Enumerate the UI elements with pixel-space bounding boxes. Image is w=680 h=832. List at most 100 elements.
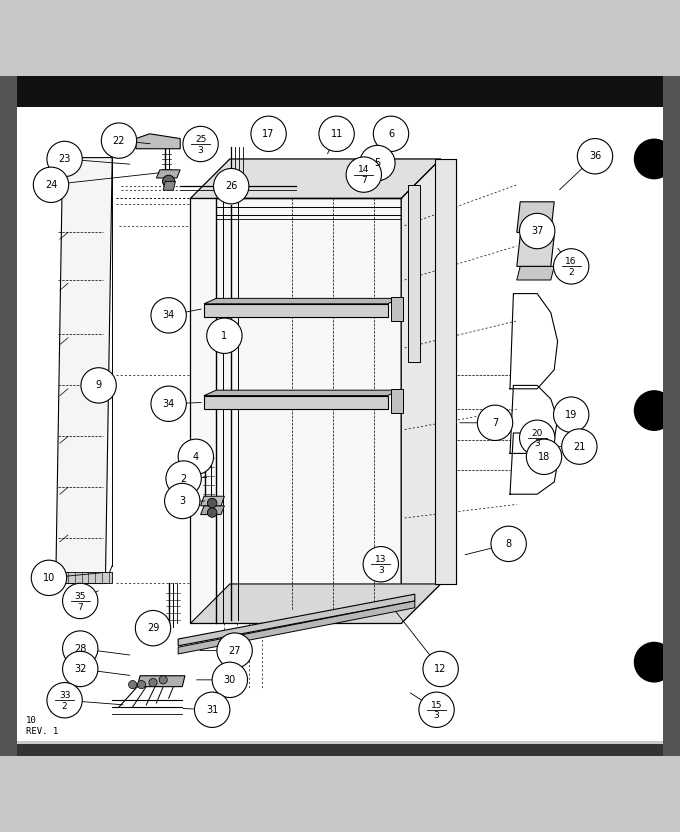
Text: 12: 12	[435, 664, 447, 674]
Polygon shape	[517, 235, 554, 266]
Circle shape	[183, 126, 218, 161]
Circle shape	[47, 682, 82, 718]
Text: 6: 6	[388, 129, 394, 139]
Text: 4: 4	[192, 452, 199, 462]
Text: 7: 7	[78, 602, 83, 612]
Text: 26: 26	[225, 181, 237, 191]
Circle shape	[214, 168, 249, 204]
Polygon shape	[190, 198, 401, 623]
Text: 17: 17	[262, 129, 275, 139]
Circle shape	[634, 641, 675, 682]
Polygon shape	[201, 496, 224, 506]
Polygon shape	[137, 676, 185, 686]
Text: 33: 33	[59, 691, 70, 700]
Circle shape	[151, 386, 186, 422]
Circle shape	[346, 157, 381, 192]
Circle shape	[251, 116, 286, 151]
Text: 3: 3	[198, 146, 203, 155]
Text: 14: 14	[358, 166, 369, 175]
Text: 23: 23	[58, 154, 71, 164]
Circle shape	[81, 368, 116, 403]
Circle shape	[423, 651, 458, 686]
Polygon shape	[163, 181, 175, 191]
Text: 15: 15	[431, 701, 442, 710]
Polygon shape	[517, 266, 554, 280]
Text: 21: 21	[573, 442, 585, 452]
Circle shape	[577, 139, 613, 174]
Circle shape	[149, 678, 157, 686]
Text: 22: 22	[113, 136, 125, 146]
Polygon shape	[204, 390, 400, 395]
Circle shape	[166, 461, 201, 496]
Text: 1: 1	[221, 331, 228, 341]
Circle shape	[520, 420, 555, 455]
Polygon shape	[391, 389, 403, 413]
Circle shape	[554, 397, 589, 433]
Text: 3: 3	[534, 439, 540, 448]
Polygon shape	[401, 159, 441, 623]
Text: 35: 35	[75, 592, 86, 601]
Circle shape	[319, 116, 354, 151]
Circle shape	[207, 318, 242, 354]
Circle shape	[63, 583, 98, 619]
Text: 34: 34	[163, 399, 175, 409]
FancyBboxPatch shape	[663, 76, 680, 756]
Text: 8: 8	[505, 539, 512, 549]
Text: 20: 20	[532, 428, 543, 438]
Text: 13: 13	[375, 555, 386, 564]
Circle shape	[363, 547, 398, 582]
Polygon shape	[204, 299, 400, 304]
Text: 27: 27	[228, 646, 241, 656]
FancyBboxPatch shape	[0, 76, 680, 106]
Text: 25: 25	[195, 135, 206, 144]
Polygon shape	[190, 584, 441, 623]
Circle shape	[135, 611, 171, 646]
Text: 10
REV. 1: 10 REV. 1	[26, 716, 58, 735]
Polygon shape	[391, 297, 403, 321]
Circle shape	[151, 298, 186, 333]
Circle shape	[520, 213, 555, 249]
Text: 2: 2	[180, 473, 187, 483]
Text: 7: 7	[492, 418, 498, 428]
Text: 5: 5	[374, 158, 381, 168]
Text: 10: 10	[43, 573, 55, 583]
Polygon shape	[408, 185, 420, 362]
Text: 3: 3	[179, 496, 186, 506]
Text: 36: 36	[589, 151, 601, 161]
Circle shape	[129, 681, 137, 689]
Circle shape	[554, 249, 589, 284]
Polygon shape	[56, 157, 112, 582]
Circle shape	[137, 681, 146, 689]
Polygon shape	[136, 134, 180, 149]
Text: 18: 18	[538, 452, 550, 462]
Text: 3: 3	[378, 566, 384, 575]
Circle shape	[163, 176, 175, 187]
Text: 34: 34	[163, 310, 175, 320]
Text: 29: 29	[147, 623, 159, 633]
Text: 28: 28	[74, 644, 86, 654]
Circle shape	[526, 439, 562, 474]
Text: 7: 7	[361, 176, 367, 186]
FancyBboxPatch shape	[0, 76, 17, 756]
Text: 16: 16	[566, 257, 577, 266]
Polygon shape	[204, 395, 388, 409]
Polygon shape	[435, 159, 456, 584]
Circle shape	[194, 692, 230, 727]
Circle shape	[477, 405, 513, 440]
Circle shape	[165, 483, 200, 518]
Circle shape	[491, 526, 526, 562]
Text: 2: 2	[568, 268, 574, 277]
Text: 24: 24	[45, 180, 57, 190]
Polygon shape	[204, 304, 388, 317]
Polygon shape	[517, 202, 554, 232]
Text: 2: 2	[62, 702, 67, 711]
Circle shape	[634, 390, 675, 431]
Circle shape	[63, 631, 98, 666]
Text: 9: 9	[95, 380, 102, 390]
Text: 31: 31	[206, 705, 218, 715]
Circle shape	[101, 123, 137, 158]
Circle shape	[212, 662, 248, 697]
Circle shape	[47, 141, 82, 176]
Polygon shape	[201, 506, 224, 515]
Polygon shape	[178, 601, 415, 654]
